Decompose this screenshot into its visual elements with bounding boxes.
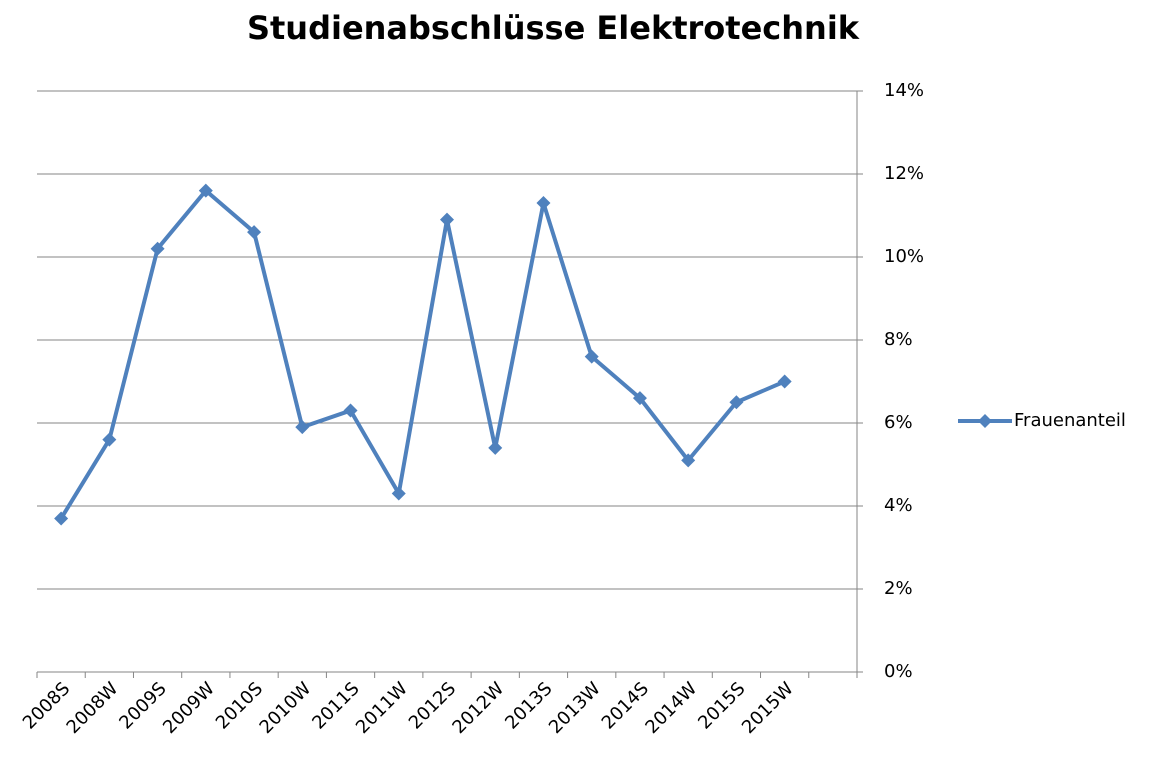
marker — [584, 349, 599, 364]
marker — [150, 241, 165, 256]
y-tick-label: 0% — [884, 661, 913, 682]
x-tick-label: 2009W — [159, 678, 219, 738]
marker — [729, 395, 744, 410]
x-tick-label: 2015W — [738, 678, 798, 738]
marker — [343, 403, 358, 418]
x-tick-label: 2013W — [545, 678, 605, 738]
series-line — [59, 188, 786, 520]
marker — [777, 374, 792, 389]
y-tick-label: 12% — [884, 163, 924, 184]
y-tick-label: 2% — [884, 578, 913, 599]
legend-marker — [978, 414, 992, 428]
legend-label: Frauenanteil — [1014, 410, 1126, 431]
marker — [198, 183, 213, 198]
x-tick-label: 2011W — [352, 678, 412, 738]
x-tick-label: 2012W — [448, 678, 508, 738]
marker — [54, 511, 69, 526]
x-tick-label: 2014W — [641, 678, 701, 738]
marker — [440, 212, 454, 227]
marker — [632, 391, 647, 406]
y-tick-label: 6% — [884, 412, 913, 433]
marker — [681, 453, 696, 468]
y-tick-label: 10% — [884, 246, 924, 267]
marker — [247, 225, 262, 240]
marker — [536, 196, 551, 211]
y-tick-label: 8% — [884, 329, 913, 350]
marker — [488, 440, 503, 455]
x-tick-label: 2010W — [256, 678, 316, 738]
marker — [391, 486, 406, 501]
marker — [295, 420, 310, 435]
y-tick-label: 4% — [884, 495, 913, 516]
x-tick-label: 2008W — [63, 678, 123, 738]
chart-title: Studienabschlüsse Elektrotechnik — [247, 9, 860, 47]
marker — [102, 432, 117, 447]
y-tick-label: 14% — [884, 80, 924, 101]
